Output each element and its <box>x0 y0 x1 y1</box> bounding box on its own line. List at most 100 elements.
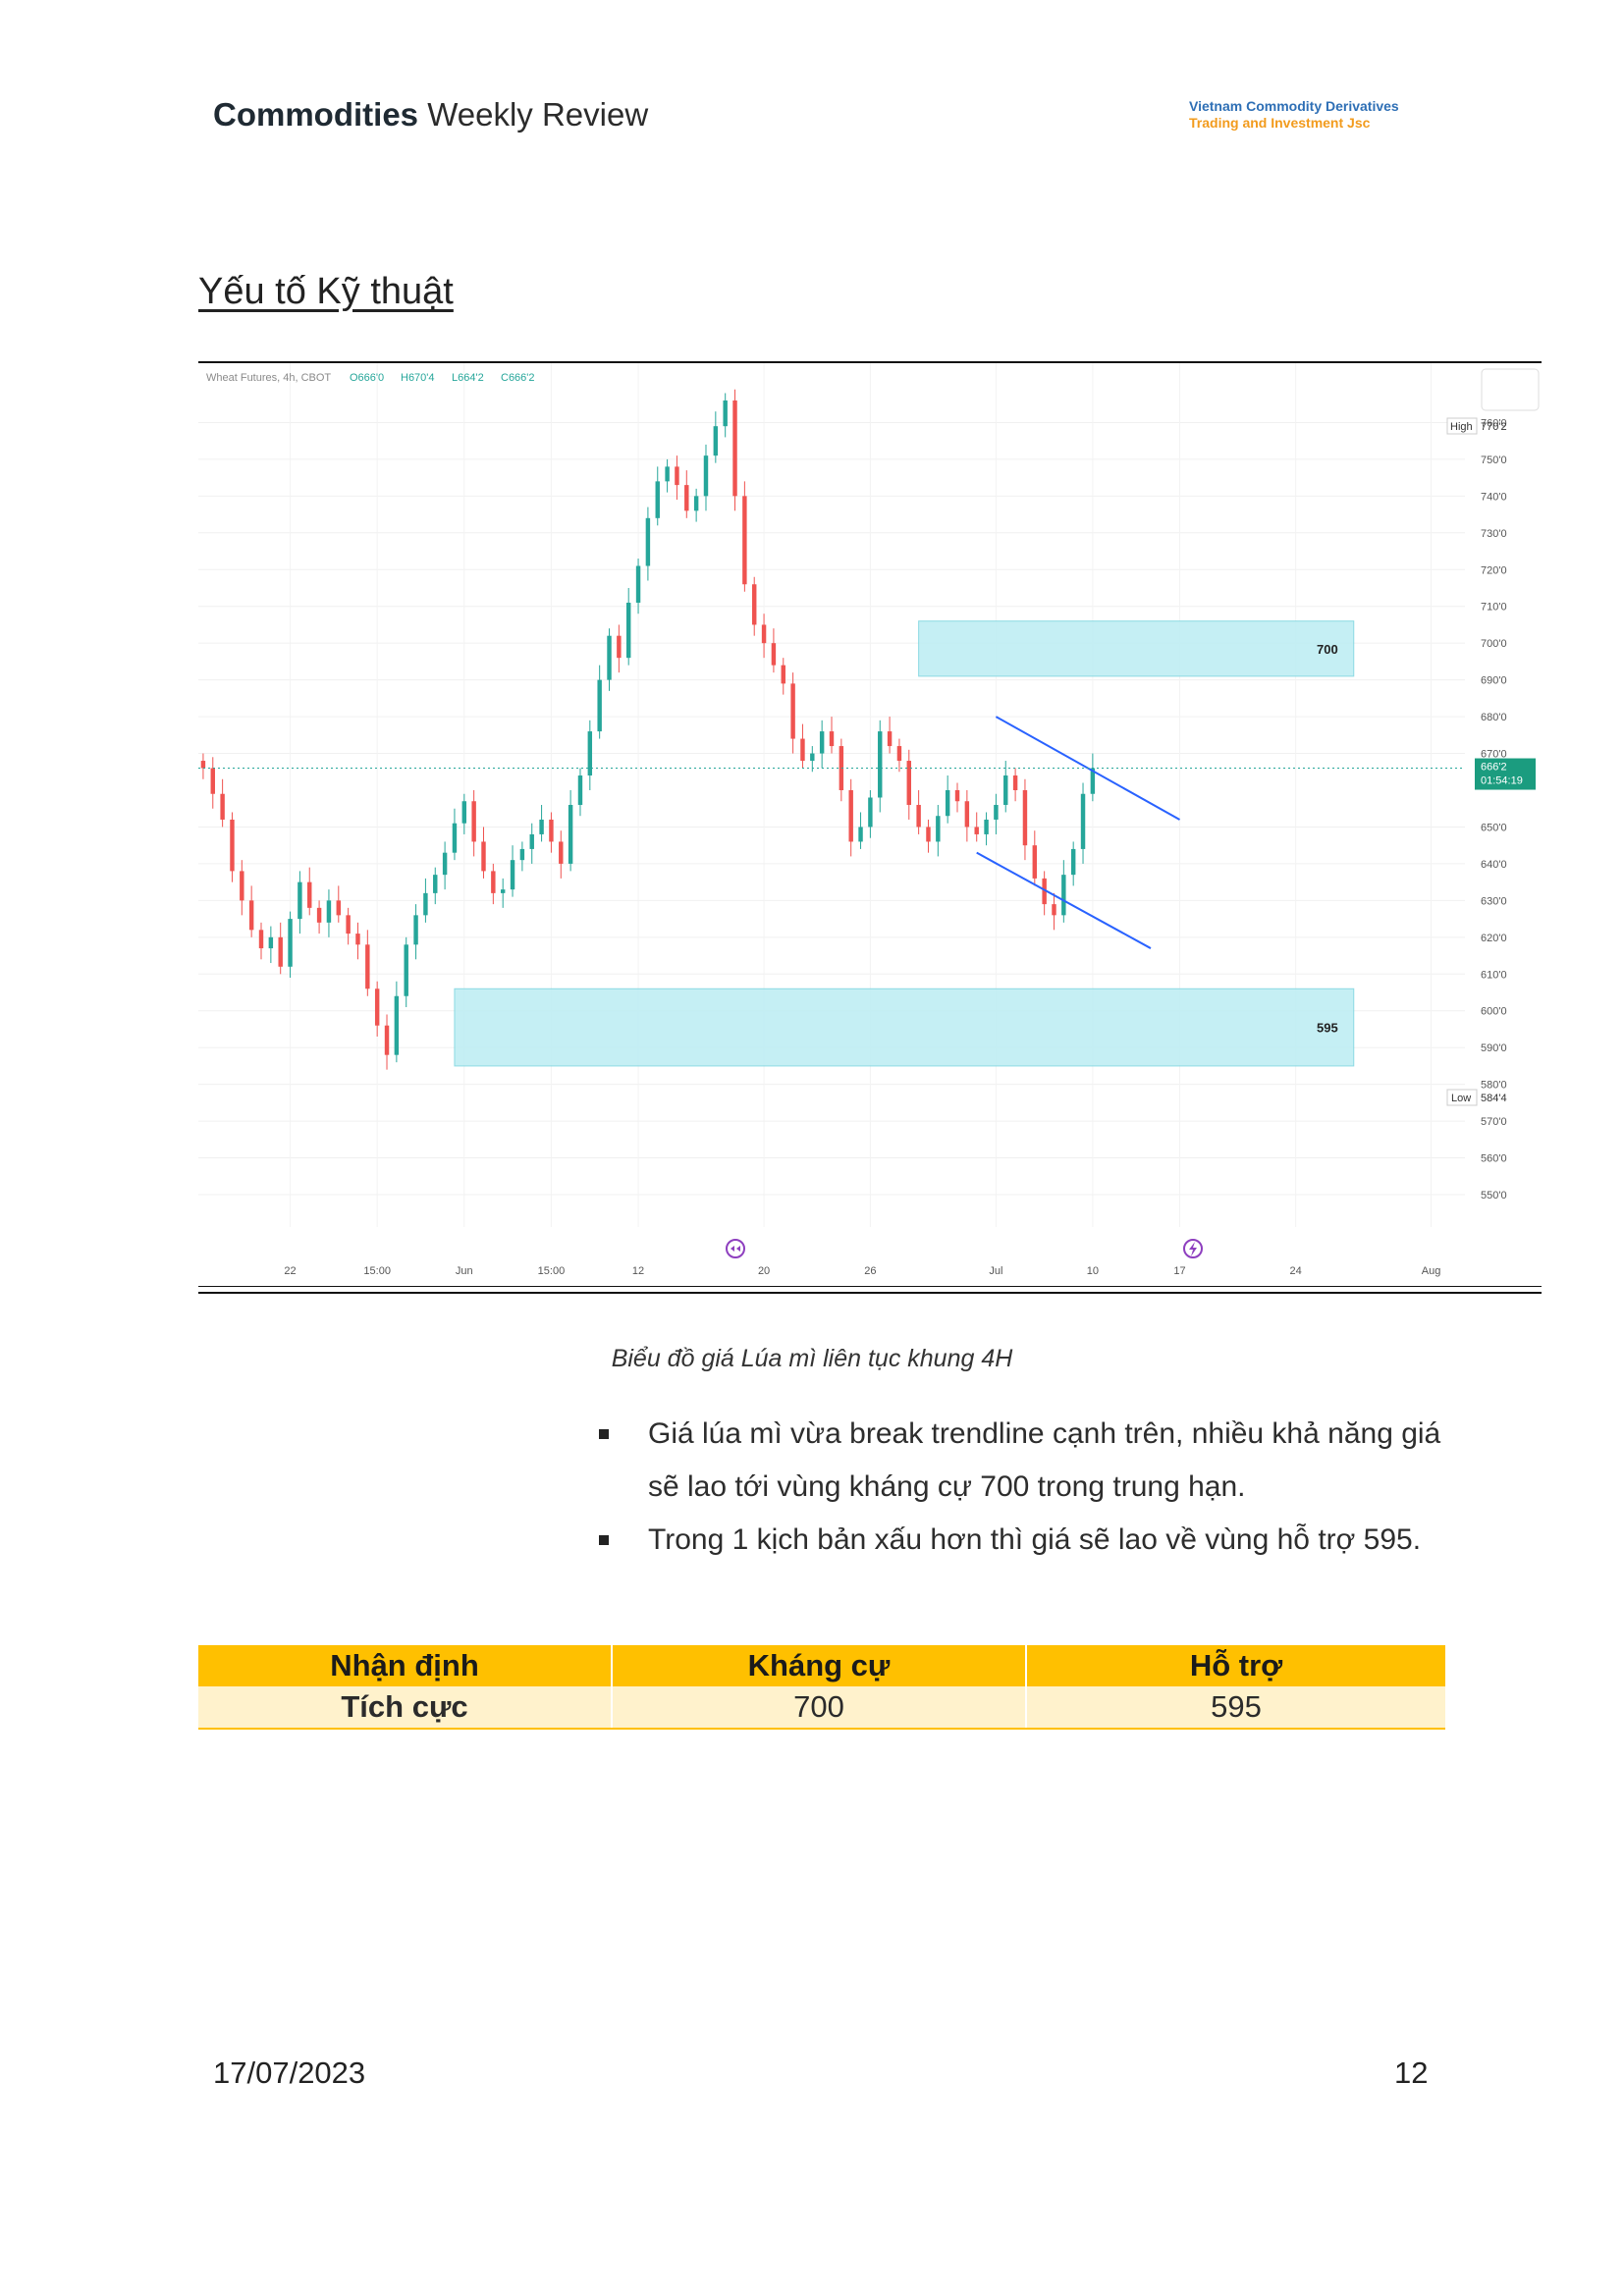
candle-body <box>529 833 534 849</box>
candle-body <box>452 823 458 853</box>
candle <box>1003 761 1008 813</box>
candle <box>781 658 785 695</box>
candle-body <box>819 731 825 754</box>
candle <box>761 614 767 659</box>
candle <box>1052 892 1056 931</box>
y-tick-label: 680'0 <box>1481 712 1507 723</box>
candle-body <box>839 746 844 790</box>
y-tick-label: 740'0 <box>1481 491 1507 503</box>
section-title: Yếu tố Kỹ thuật <box>198 271 454 312</box>
y-tick-label: 550'0 <box>1481 1190 1507 1201</box>
candle <box>790 672 795 754</box>
candle <box>298 871 302 934</box>
candle <box>336 885 342 923</box>
candle-body <box>732 400 737 497</box>
candle-body <box>278 936 283 967</box>
chart-bottom-border <box>198 1292 1542 1294</box>
candle-body <box>326 900 332 923</box>
x-tick-label: 12 <box>632 1265 644 1277</box>
candle-body <box>288 919 293 967</box>
candle-body <box>1061 875 1066 916</box>
candle-body <box>887 731 893 747</box>
candle-body <box>568 804 573 864</box>
candle-body <box>1080 793 1086 849</box>
candle <box>684 470 689 518</box>
candle <box>974 812 979 842</box>
x-tick-label: 15:00 <box>363 1265 391 1277</box>
x-tick-label: 10 <box>1087 1265 1099 1277</box>
candle-body <box>268 936 274 949</box>
candle <box>1042 871 1047 916</box>
candle-body <box>384 1025 390 1055</box>
y-tick-label: 630'0 <box>1481 895 1507 907</box>
candle <box>916 790 921 834</box>
y-tick-label: 590'0 <box>1481 1042 1507 1054</box>
ohlc-close: C666'2 <box>501 372 535 384</box>
chart-y-axis: 760'0 750'0 740'0 730'0 720'0 710'0 700'0 690'0… <box>1481 417 1507 1201</box>
candle-body <box>298 881 302 920</box>
candle-body <box>1012 775 1018 790</box>
candle <box>210 757 215 809</box>
cell-support: 595 <box>1026 1686 1445 1730</box>
bullet-text: Trong 1 kịch bản xấu hơn thì giá sẽ lao … <box>648 1523 1422 1556</box>
chart-x-axis: 22 15:00 Jun 15:00 12 20 26 Jul 10 17 24 Aug <box>284 1265 1440 1277</box>
candle <box>693 488 699 522</box>
candle-body <box>1042 878 1047 905</box>
candle <box>1022 778 1028 861</box>
candle-body <box>1052 904 1056 916</box>
cell-resistance: 700 <box>612 1686 1027 1730</box>
candle <box>481 827 486 879</box>
chart-candles <box>200 389 1096 1070</box>
candle <box>268 926 274 964</box>
header-outlook: Nhận định <box>198 1645 613 1686</box>
high-tag-box <box>1446 417 1478 435</box>
current-price-tag: 666'2 01:54:19 <box>1475 758 1536 790</box>
candle <box>635 559 641 614</box>
y-tick-label: 560'0 <box>1481 1153 1507 1165</box>
candle-body <box>761 624 767 644</box>
candlestick-chart-svg: 700 595 760'0 750'0 740'0 730'0 720'0 710'0 700… <box>198 363 1540 1277</box>
candle <box>945 775 950 824</box>
candle <box>240 860 244 916</box>
candle <box>384 1014 390 1070</box>
chart-top-border <box>198 361 1542 363</box>
candle <box>645 507 651 581</box>
candle <box>258 922 264 960</box>
y-tick-label: 610'0 <box>1481 969 1507 981</box>
candle <box>200 753 206 779</box>
y-tick-label: 600'0 <box>1481 1006 1507 1018</box>
candle <box>1061 860 1066 923</box>
footer-date: 17/07/2023 <box>213 2056 366 2090</box>
candle-body <box>559 841 564 864</box>
candle <box>307 867 312 916</box>
x-tick-label: 22 <box>284 1265 296 1277</box>
candle-body <box>230 819 235 872</box>
candle <box>346 907 351 945</box>
candle-body <box>539 819 544 834</box>
candle-body <box>220 793 225 820</box>
brand-logo-text: Vietnam Commodity Derivatives Trading an… <box>1189 98 1399 132</box>
y-tick-label: 750'0 <box>1481 454 1507 466</box>
candle <box>500 878 506 908</box>
candle <box>742 481 747 592</box>
candle-body <box>625 602 631 659</box>
candle-body <box>742 496 747 585</box>
candle-body <box>307 881 312 908</box>
table-header-row: Nhận định Kháng cự Hỗ trợ <box>198 1645 1445 1686</box>
candle <box>471 790 476 857</box>
candle-body <box>781 665 785 684</box>
candle <box>839 738 844 802</box>
candle <box>926 819 931 853</box>
candle-body <box>645 517 651 566</box>
candle-body <box>954 790 960 802</box>
chart-trendlines <box>976 716 1180 949</box>
candle <box>1090 753 1096 802</box>
candle-body <box>994 804 999 820</box>
candle-body <box>394 995 400 1055</box>
candle-body <box>723 400 728 427</box>
report-title: Commodities Weekly Review <box>213 96 648 133</box>
zone-700 <box>918 620 1355 677</box>
candle-body <box>635 565 641 603</box>
candle-body <box>974 827 979 834</box>
candle <box>936 804 941 857</box>
